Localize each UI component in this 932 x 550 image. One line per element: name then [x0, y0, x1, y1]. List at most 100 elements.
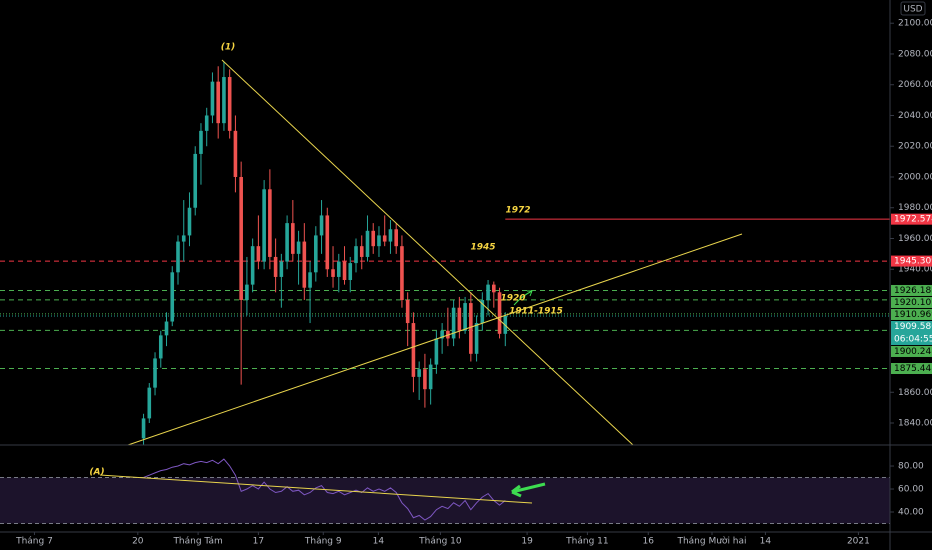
candle-body [262, 189, 266, 262]
y-tick-label: 2100.000 [898, 19, 932, 29]
candle-body [428, 364, 433, 390]
y-tick-label: 2020.000 [898, 142, 932, 152]
arrow [511, 482, 546, 498]
candle-body [141, 418, 146, 439]
candle-body [400, 246, 404, 300]
candle-body [480, 299, 485, 324]
candle-body [193, 153, 198, 208]
y-tick-label: 60.00 [898, 485, 924, 495]
y-tick-label: 2060.000 [898, 80, 932, 90]
candle-body [176, 241, 180, 273]
trend-line [221, 59, 634, 446]
candle-body [469, 303, 473, 354]
candle-body [147, 387, 152, 419]
candle-body [423, 369, 427, 390]
candle-body [170, 272, 175, 322]
candle-body [474, 323, 479, 354]
candle-body [365, 230, 370, 257]
y-tick-label: 1960.000 [898, 234, 932, 244]
candle-body [314, 235, 318, 273]
candle-body [199, 130, 203, 154]
annotation: 1972 [505, 206, 530, 216]
x-tick-label: Tháng Tám [172, 537, 222, 547]
y-tick-label: 1860.000 [898, 388, 932, 398]
candle-body [348, 263, 353, 281]
background-layer: 2100.000 2080.000 2060.000 2040.000 2020.000… [0, 19, 932, 547]
candle-body [296, 241, 301, 254]
annotation: 1911-1915 [509, 307, 563, 317]
x-tick-label: Tháng 7 [15, 537, 53, 547]
x-tick-label: 14 [373, 537, 385, 547]
price-tag-label: 1926.187 [894, 286, 932, 296]
y-tick-label: 80.00 [898, 462, 924, 472]
annotation: (1) [221, 43, 236, 53]
candle-body [216, 81, 220, 124]
candle-body [451, 307, 456, 339]
candle-body [239, 176, 243, 300]
candle-body [463, 303, 467, 331]
candle-body [181, 235, 186, 242]
candle-body [227, 77, 232, 131]
candle-body [492, 284, 496, 293]
candle-body [153, 358, 157, 388]
candle-body [405, 299, 410, 324]
candle-body [377, 235, 381, 247]
price-tag-label: 1875.448 [894, 364, 932, 374]
candle-body [434, 338, 439, 365]
x-tick-label: 17 [253, 537, 264, 547]
candle-body [336, 261, 341, 277]
candle-body [279, 261, 284, 277]
price-tag-label: 1909.580 [894, 322, 932, 332]
candle-body [308, 272, 312, 288]
x-tick-label: 14 [760, 537, 772, 547]
labels-layer: 1972.574 1945.309 1926.187 1920.103 1910.969… [891, 213, 932, 375]
price-tag-label: 1900.248 [894, 347, 932, 357]
y-tick-label: 1840.000 [898, 419, 932, 429]
arrow [513, 290, 533, 306]
x-tick-label: 2021 [847, 537, 870, 547]
candle-body [382, 235, 387, 242]
price-tag [891, 363, 932, 375]
x-tick-label: Tháng Mười hai [676, 536, 746, 547]
candle-body [268, 189, 272, 257]
candle-body [285, 223, 289, 262]
annotation: (A) [89, 468, 104, 478]
candle-body [291, 223, 295, 254]
candle-body [164, 321, 169, 336]
candle-body [325, 215, 330, 270]
marks-layer [141, 61, 508, 521]
candle-body [256, 246, 261, 262]
price-tag [891, 345, 932, 357]
y-tick-label: 40.00 [898, 508, 924, 518]
candle-body [394, 229, 398, 247]
candle-body [204, 115, 209, 131]
price-tag [891, 308, 932, 320]
candle-body [302, 241, 307, 288]
annotation: 1920 [500, 294, 525, 304]
candle-body [187, 207, 192, 236]
countdown: 06:04:55 [894, 334, 932, 344]
y-tick-label: 1940.000 [898, 265, 932, 275]
candle-body [497, 292, 502, 334]
candle-body [250, 246, 255, 285]
price-tag-label: 1910.969 [894, 310, 932, 320]
price-tag-label: 1972.574 [894, 215, 932, 225]
price-tag [891, 296, 932, 308]
y-tick-label: 2000.000 [898, 172, 932, 182]
x-tick-label: 20 [132, 537, 144, 547]
price-tag [891, 213, 932, 225]
unit-label: USD [903, 5, 922, 15]
candle-body [342, 261, 347, 281]
candle-body [210, 81, 215, 116]
rsi-band [0, 477, 890, 524]
price-tag-label: 1945.309 [894, 257, 932, 267]
candle-body [359, 246, 364, 257]
trend-line [127, 233, 743, 446]
rsi-trend-line [99, 474, 533, 504]
candle-body [273, 256, 278, 277]
x-tick-label: Tháng 11 [565, 537, 608, 547]
x-tick-label: 19 [521, 537, 533, 547]
x-tick-label: 16 [643, 537, 655, 547]
